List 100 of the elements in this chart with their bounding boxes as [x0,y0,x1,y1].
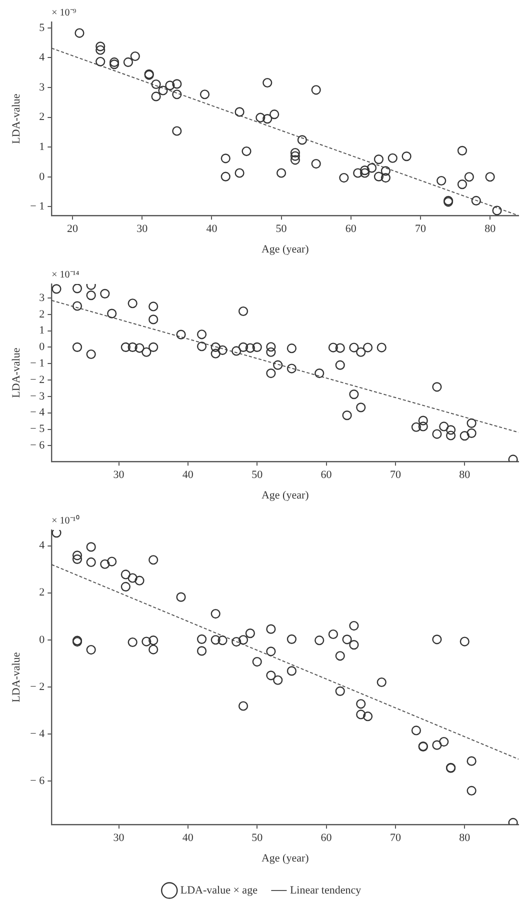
point [100,288,110,298]
y-tick-label: 4 [39,52,46,64]
point [380,172,390,183]
point [380,166,390,176]
x-tick-label: 30 [136,223,148,236]
x-tick-label: 80 [484,223,496,236]
point [96,42,106,52]
point [402,152,412,162]
point [411,422,422,432]
y-tick-label: 2 [39,308,45,320]
point [72,284,82,294]
point [151,92,161,102]
y-tick-label: 0 [39,170,46,183]
point [439,736,449,747]
point [460,431,470,441]
point [349,390,359,400]
point [86,557,96,568]
point [286,666,296,676]
y-tick-label: 3 [39,81,46,94]
point [418,416,428,426]
point [436,176,446,186]
point [165,80,175,90]
point [457,146,468,156]
point [218,345,228,355]
point [196,646,207,656]
point [72,550,82,560]
y-tick-label: 1 [39,140,45,153]
point [196,634,207,644]
y-tick-label: 0 [39,341,46,354]
point [238,701,248,711]
point [508,818,518,825]
point [220,154,230,164]
point [492,206,502,216]
point [432,382,442,392]
y-axis-title: LDA-value [10,652,22,702]
point [245,343,255,353]
point [464,172,474,182]
point [52,284,62,294]
point [311,85,321,95]
x-tick-label: 50 [276,223,288,236]
y-tick-label: − 6 [30,774,46,787]
point [210,348,220,358]
point [286,364,296,374]
y-axis-title: LDA-value [10,348,22,398]
point [148,636,158,646]
point [74,28,84,38]
point [349,620,359,631]
point [72,342,82,352]
point [286,344,296,354]
y-axis-title: LDA-value [10,94,22,144]
y-tick-label: − 5 [30,423,46,436]
point [374,154,384,164]
point [128,342,138,352]
x-tick-label: 80 [459,832,471,844]
point [266,624,276,634]
point [362,342,373,352]
point [335,651,345,661]
point [262,114,272,124]
point [120,582,130,592]
text: × 10⁻⁹ [52,8,77,19]
y-tick-label: − 4 [30,728,46,740]
point [328,629,338,640]
y-tick-label: 2 [39,586,45,599]
point [172,90,182,100]
point [196,330,207,340]
point [86,644,96,655]
point [446,430,456,440]
point [266,347,276,357]
point [273,360,283,370]
point [266,368,276,378]
y-tick-label: − 3 [30,390,46,402]
point [360,166,370,176]
point [232,636,242,647]
point [466,418,476,428]
point [52,530,62,538]
point [411,726,422,736]
x-tick-label: 70 [390,469,402,482]
point [218,636,228,646]
point [466,786,476,796]
x-tick-label: 60 [345,223,357,236]
point [266,342,276,352]
point [335,686,345,696]
point [335,360,345,370]
point [457,180,468,190]
point [266,646,276,656]
y-tick-label: − 1 [30,200,45,213]
point [460,636,470,646]
point [508,454,518,462]
legend-label: LDA-value × age [180,884,258,896]
x-tick-label: 70 [414,223,426,236]
point [130,51,140,62]
x-tick-label: 50 [252,832,264,844]
point [485,172,495,182]
text: × 10⁻¹⁰ [52,514,80,527]
point [374,172,384,182]
point [286,634,296,644]
x-tick-label: 60 [320,832,332,844]
point [86,542,96,552]
point [238,306,248,316]
point [290,148,300,158]
